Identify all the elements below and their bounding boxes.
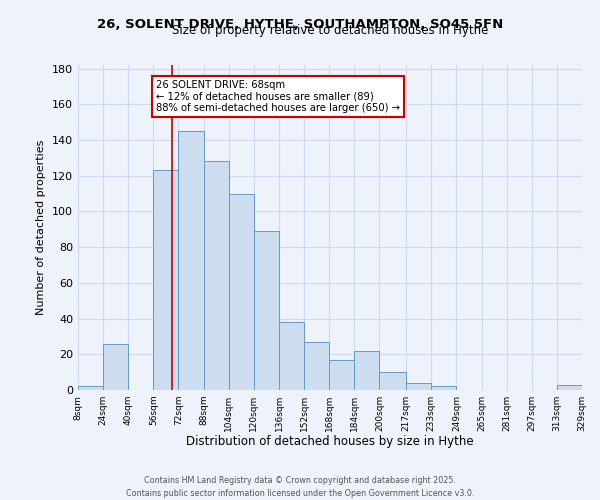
Text: Contains HM Land Registry data © Crown copyright and database right 2025.
Contai: Contains HM Land Registry data © Crown c… [126,476,474,498]
Bar [229,194,254,390]
Bar [178,131,203,390]
Bar [78,386,103,390]
Text: 26, SOLENT DRIVE, HYTHE, SOUTHAMPTON, SO45 5FN: 26, SOLENT DRIVE, HYTHE, SOUTHAMPTON, SO… [97,18,503,30]
X-axis label: Distribution of detached houses by size in Hythe: Distribution of detached houses by size … [186,436,474,448]
Bar [304,342,329,390]
Bar [406,383,431,390]
Bar [355,350,379,390]
Bar [154,170,178,390]
Title: Size of property relative to detached houses in Hythe: Size of property relative to detached ho… [172,24,488,38]
Bar [279,322,304,390]
Text: 26 SOLENT DRIVE: 68sqm
← 12% of detached houses are smaller (89)
88% of semi-det: 26 SOLENT DRIVE: 68sqm ← 12% of detached… [156,80,400,113]
Bar [103,344,128,390]
Bar [557,384,582,390]
Bar [254,231,279,390]
Bar [329,360,355,390]
Bar [431,386,457,390]
Bar [379,372,406,390]
Bar [203,162,229,390]
Y-axis label: Number of detached properties: Number of detached properties [37,140,46,315]
